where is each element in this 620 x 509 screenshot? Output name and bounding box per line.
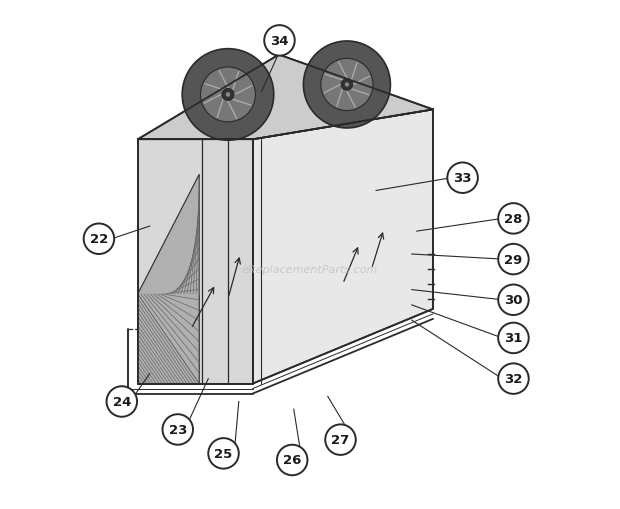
Circle shape [498,204,529,234]
Circle shape [222,89,234,101]
Text: 27: 27 [332,433,350,446]
Text: eReplacementParts.com: eReplacementParts.com [242,265,378,275]
Circle shape [208,438,239,469]
Circle shape [498,285,529,316]
Text: 33: 33 [453,172,472,185]
Circle shape [326,425,356,455]
Circle shape [264,26,294,56]
Text: 26: 26 [283,454,301,467]
Polygon shape [138,175,199,384]
Text: 34: 34 [270,35,289,48]
Text: 22: 22 [90,233,108,246]
Circle shape [277,445,308,475]
Circle shape [84,224,114,254]
Text: 24: 24 [113,395,131,408]
Text: 25: 25 [215,447,232,460]
Circle shape [498,323,529,353]
Text: 28: 28 [504,212,523,225]
Circle shape [200,68,255,123]
Text: 32: 32 [504,373,523,385]
Circle shape [498,363,529,394]
Circle shape [107,386,137,417]
Circle shape [498,244,529,275]
Circle shape [341,79,353,91]
Polygon shape [138,55,433,140]
Polygon shape [252,110,433,384]
Circle shape [182,49,274,141]
Circle shape [303,42,391,129]
Circle shape [344,82,350,88]
Circle shape [447,163,478,193]
Text: 31: 31 [504,332,523,345]
Circle shape [321,59,373,111]
Text: 23: 23 [169,423,187,436]
Text: 29: 29 [504,253,523,266]
Polygon shape [138,140,252,384]
Circle shape [162,414,193,445]
Circle shape [225,93,231,98]
Text: 30: 30 [504,294,523,306]
